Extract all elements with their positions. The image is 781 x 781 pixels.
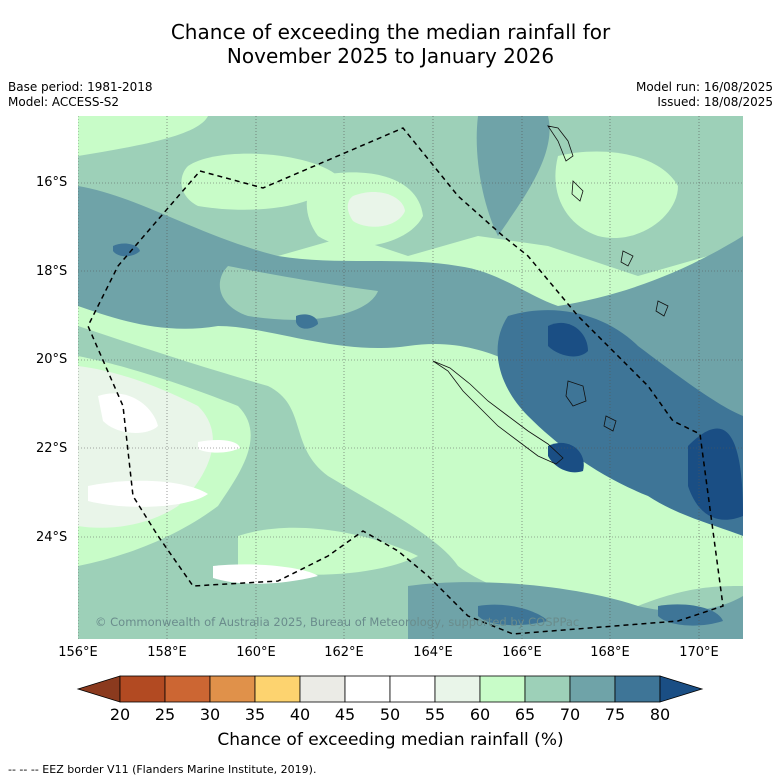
colorbar-tick-label: 70: [559, 705, 581, 724]
vanuatu-island-2: [620, 250, 634, 267]
colorbar: [76, 675, 704, 703]
map-panel: [78, 116, 743, 639]
shade-65-70-inner: [219, 266, 378, 320]
shade-55-60-pocket: [347, 191, 405, 227]
lon-label-164e: 164°E: [413, 645, 453, 660]
colorbar-tick-label: 65: [514, 705, 536, 724]
copyright-notice: © Commonwealth of Australia 2025, Bureau…: [95, 615, 580, 629]
colorbar-swatch: [389, 675, 436, 703]
graticule: [78, 116, 743, 639]
coastlines: [432, 125, 669, 465]
colorbar-swatch: [614, 675, 661, 703]
base-period: Base period: 1981-2018: [8, 80, 153, 94]
lat-label-22s: 22°S: [36, 441, 68, 456]
meta-right: Model run: 16/08/2025 Issued: 18/08/2025: [636, 80, 773, 110]
lat-label-16s: 16°S: [36, 175, 68, 190]
shade-60-65-south2: [238, 527, 418, 575]
colorbar-swatch: [434, 675, 481, 703]
shade-50-55-1: [98, 393, 158, 433]
shade-50-55-2: [88, 480, 208, 507]
colorbar-tick-label: 75: [604, 705, 626, 724]
shade-75-80: [497, 310, 743, 536]
loyalty-islands: [565, 380, 587, 407]
shade-70-75-middle: [78, 186, 743, 496]
meta-left: Base period: 1981-2018 Model: ACCESS-S2: [8, 80, 153, 110]
lat-label-24s: 24°S: [36, 530, 68, 545]
lon-label-156e: 156°E: [58, 645, 98, 660]
map-svg: [78, 116, 743, 639]
shade-60-65-pocket1: [181, 153, 338, 210]
map-title: Chance of exceeding the median rainfall …: [0, 20, 781, 68]
colorbar-swatch: [254, 675, 301, 703]
lat-label-18s: 18°S: [36, 264, 68, 279]
colorbar-arrow-high: [659, 675, 704, 703]
shade-80-plus-3: [688, 428, 743, 520]
colorbar-swatch: [209, 675, 256, 703]
colorbar-tick-label: 30: [199, 705, 221, 724]
shade-60-65-pocket4: [78, 116, 208, 156]
shade-60-65-pocket3: [555, 151, 678, 238]
title-line-1: Chance of exceeding the median rainfall …: [170, 20, 611, 44]
lon-label-162e: 162°E: [324, 645, 364, 660]
issued-date: Issued: 18/08/2025: [657, 95, 773, 109]
colorbar-swatch: [479, 675, 526, 703]
shade-80-plus-1: [548, 322, 588, 357]
island-east-1: [655, 300, 669, 317]
colorbar-swatches: [76, 675, 704, 703]
colorbar-tick-label: 20: [109, 705, 131, 724]
lon-label-168e: 168°E: [590, 645, 630, 660]
eez-legend: -- -- -- EEZ border V11 (Flanders Marine…: [8, 763, 317, 776]
shade-70-75-north: [476, 116, 550, 236]
shade-75-80-small1: [113, 243, 140, 257]
colorbar-arrow-low: [76, 675, 121, 703]
shade-80-plus-2: [548, 442, 584, 473]
colorbar-label: Chance of exceeding median rainfall (%): [217, 730, 564, 750]
colorbar-swatch: [344, 675, 391, 703]
colorbar-swatch: [119, 675, 166, 703]
shade-50-55-3: [198, 440, 240, 453]
colorbar-tick-label: 60: [469, 705, 491, 724]
model-name: Model: ACCESS-S2: [8, 95, 120, 109]
colorbar-swatch: [164, 675, 211, 703]
shade-50-55-4: [213, 564, 318, 584]
colorbar-tick-label: 50: [379, 705, 401, 724]
colorbar-tick-label: 45: [334, 705, 356, 724]
lon-label-170e: 170°E: [679, 645, 719, 660]
island-east-2: [603, 415, 617, 432]
lon-label-160e: 160°E: [236, 645, 276, 660]
colorbar-tick-label: 55: [424, 705, 446, 724]
colorbar-tick-label: 25: [154, 705, 176, 724]
colorbar-swatch: [299, 675, 346, 703]
eez-border: [87, 127, 724, 635]
shade-75-80-south2: [658, 604, 723, 626]
colorbar-tick-label: 40: [289, 705, 311, 724]
vanuatu-island-1: [571, 180, 584, 202]
model-run: Model run: 16/08/2025: [635, 80, 773, 94]
shade-75-80-small2: [296, 314, 318, 329]
new-caledonia-coast: [432, 360, 564, 465]
shade-75-80-south1: [478, 604, 548, 626]
colorbar-swatch: [569, 675, 616, 703]
vanuatu-north-coast: [547, 125, 574, 162]
lon-label-166e: 166°E: [502, 645, 542, 660]
colorbar-tick-label: 35: [244, 705, 266, 724]
colorbar-tick-label: 80: [649, 705, 671, 724]
lon-label-158e: 158°E: [147, 645, 187, 660]
colorbar-swatch: [524, 675, 571, 703]
lat-label-20s: 20°S: [36, 352, 68, 367]
title-line-2: November 2025 to January 2026: [226, 44, 555, 68]
